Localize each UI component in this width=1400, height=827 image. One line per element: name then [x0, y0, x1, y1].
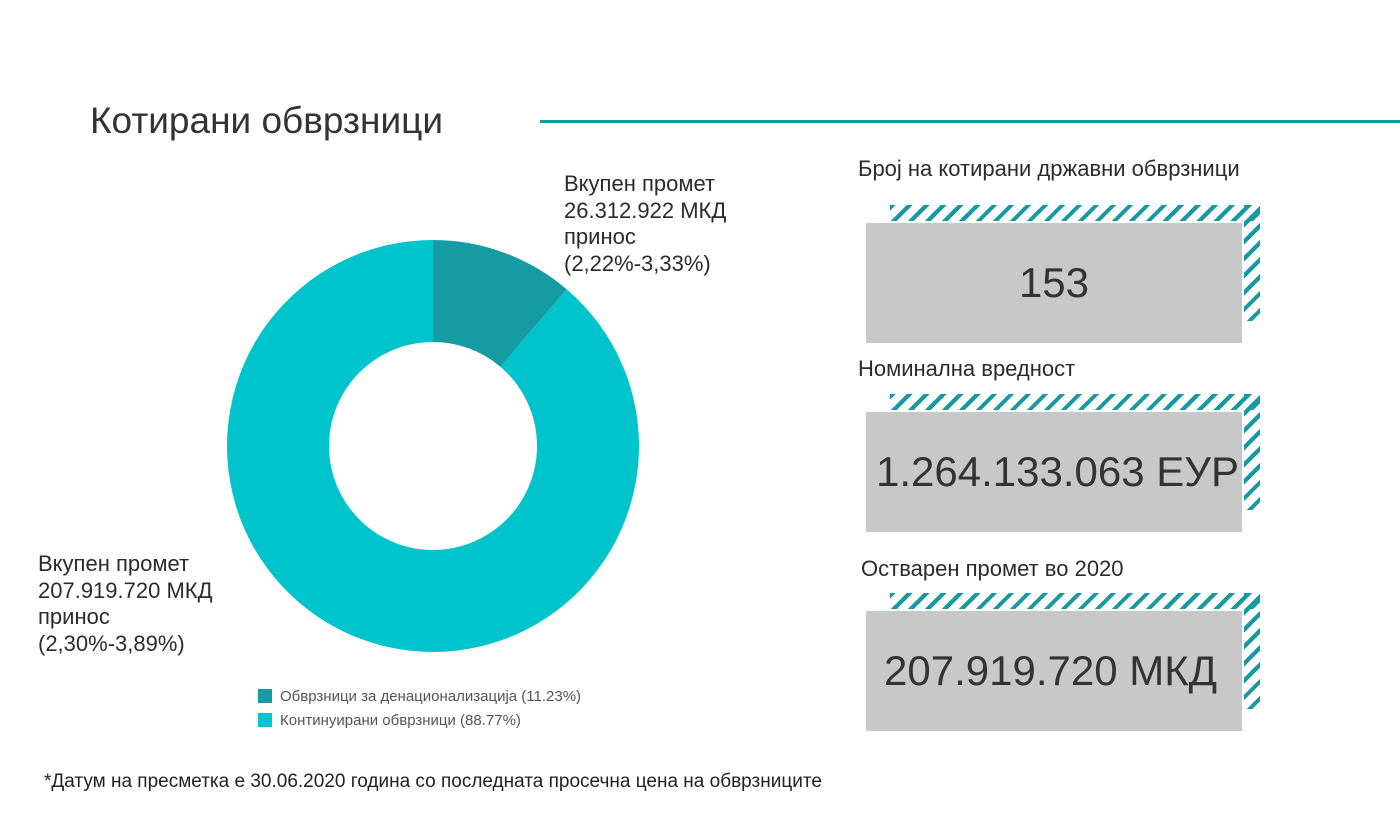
legend-swatch [258, 689, 272, 703]
slice-denationalization [433, 240, 567, 367]
hatch-decoration [890, 205, 1260, 221]
title-divider [540, 120, 1400, 123]
stat-label-nominal: Номинална вредност [858, 356, 1076, 381]
legend-item-continuous: Континуирани обврзници (88.77%) [258, 708, 581, 732]
legend-label: Обврзници за денационализација (11.23%) [280, 687, 582, 705]
stat-label-count: Број на котирани државни обврзници [858, 156, 1240, 181]
stat-value-nominal: 1.264.133.063 ЕУР [876, 448, 1239, 495]
annotation-line: 26.312.922 МКД [564, 197, 727, 223]
donut-chart [227, 240, 640, 652]
stat-box [866, 611, 1242, 731]
stat-value-count: 153 [1018, 259, 1090, 306]
stat-card-count: 153 [866, 205, 1260, 343]
annotation-line: Вкупен промет [38, 551, 190, 576]
annotation-line: 207.919.720 МКД [38, 577, 213, 603]
annotation-line: принос [38, 604, 110, 629]
hatch-decoration [1244, 205, 1260, 321]
page-title: Котирани обврзници [90, 100, 443, 141]
stat-box [866, 223, 1242, 343]
legend-swatch [258, 713, 272, 727]
annotation-line: принос [564, 224, 636, 249]
stat-card-nominal: 1.264.133.063 ЕУР [866, 394, 1260, 532]
annotation-line: (2,22%-3,33%) [564, 250, 711, 276]
annotation-line: Вкупен промет [564, 171, 716, 196]
stat-card-turnover: 207.919.720 МКД [866, 593, 1260, 731]
annotation-line: (2,30%-3,89%) [38, 630, 185, 656]
stat-value-turnover: 207.919.720 МКД [884, 647, 1218, 694]
hatch-decoration [1244, 593, 1260, 709]
slice-continuous [227, 240, 640, 652]
legend-label: Континуирани обврзници (88.77%) [280, 711, 521, 729]
hatch-decoration [1244, 394, 1260, 510]
hatch-decoration [890, 593, 1260, 609]
stat-box [866, 412, 1242, 532]
chart-legend: Обврзници за денационализација (11.23%) … [258, 684, 581, 732]
annotation-continuous: Вкупен промет 207.919.720 МКД принос (2,… [38, 551, 213, 657]
footnote: *Датум на пресметка е 30.06.2020 година … [44, 771, 822, 792]
stat-label-turnover: Остварен промет во 2020 [861, 556, 1124, 581]
hatch-decoration [890, 394, 1260, 410]
annotation-denationalization: Вкупен промет 26.312.922 МКД принос (2,2… [564, 171, 726, 277]
legend-item-denationalization: Обврзници за денационализација (11.23%) [258, 684, 581, 708]
